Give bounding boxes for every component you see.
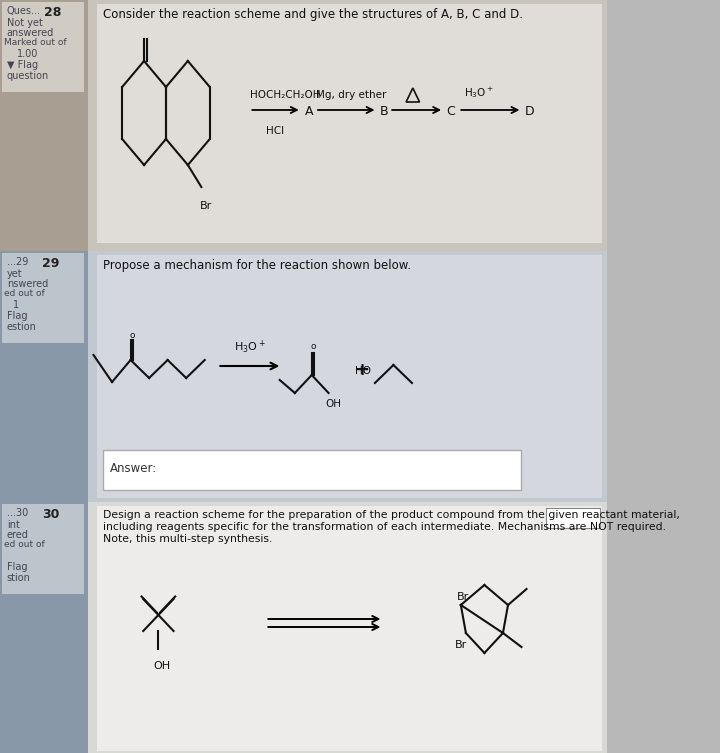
Bar (1, 253, 84, 343)
Text: Flag: Flag (6, 311, 27, 321)
Text: ered: ered (6, 530, 29, 540)
Text: Note, this multi-step synthesis.: Note, this multi-step synthesis. (103, 534, 272, 544)
Bar (103, 450, 521, 490)
Text: 30: 30 (42, 508, 60, 521)
Text: answered: answered (6, 28, 54, 38)
Text: OH: OH (153, 661, 171, 671)
Text: $\mathregular{H_3O^+}$: $\mathregular{H_3O^+}$ (234, 339, 266, 356)
Text: Consider the reaction scheme and give the structures of A, B, C and D.: Consider the reaction scheme and give th… (103, 8, 523, 21)
Text: HCl: HCl (266, 126, 284, 136)
Text: Design a reaction scheme for the preparation of the product compound from the gi: Design a reaction scheme for the prepara… (103, 510, 680, 520)
Text: 1.00: 1.00 (17, 49, 38, 59)
Text: $\mathregular{H_3O^+}$: $\mathregular{H_3O^+}$ (464, 85, 494, 100)
Text: estion: estion (6, 322, 37, 332)
Text: Propose a mechanism for the reaction shown below.: Propose a mechanism for the reaction sho… (103, 259, 411, 272)
Bar (546, 508, 600, 528)
Text: HO: HO (355, 366, 371, 376)
Text: D: D (525, 105, 534, 118)
Bar (89, 251, 606, 502)
Text: Br: Br (457, 592, 469, 602)
Text: HOCH₂CH₂OH: HOCH₂CH₂OH (251, 90, 320, 100)
Text: stion: stion (6, 573, 31, 583)
Text: ...29: ...29 (6, 257, 28, 267)
Bar (89, 502, 606, 753)
Text: question: question (6, 71, 49, 81)
Bar (1, 2, 84, 92)
Text: Not yet: Not yet (6, 18, 42, 28)
Text: 29: 29 (42, 257, 60, 270)
Bar (97, 255, 601, 498)
Text: ed out of: ed out of (4, 289, 45, 298)
Text: o: o (130, 331, 135, 340)
Text: including reagents specific for the transformation of each intermediate. Mechani: including reagents specific for the tran… (103, 522, 666, 532)
Text: A: A (305, 105, 313, 118)
Text: Marked out of: Marked out of (4, 38, 67, 47)
Text: Br: Br (455, 640, 467, 650)
Text: ed out of: ed out of (4, 540, 45, 549)
Bar (97, 4, 601, 243)
Bar (97, 506, 601, 751)
Text: 1: 1 (13, 300, 19, 310)
Bar (0, 0, 89, 251)
Text: o: o (311, 342, 316, 351)
Text: Flag: Flag (6, 562, 27, 572)
Text: ...30: ...30 (6, 508, 28, 518)
Text: Mg, dry ether: Mg, dry ether (316, 90, 387, 100)
Text: 28: 28 (44, 6, 61, 19)
Bar (546, 508, 600, 528)
Text: yet: yet (6, 269, 22, 279)
Text: OH: OH (325, 399, 341, 409)
Bar (0, 502, 89, 753)
Text: C: C (446, 105, 455, 118)
Text: int: int (6, 520, 19, 530)
Bar (103, 450, 521, 490)
Bar (89, 0, 606, 251)
Text: Answer:: Answer: (109, 462, 157, 475)
Text: B: B (380, 105, 389, 118)
Bar (1, 504, 84, 594)
Text: Br: Br (199, 201, 212, 211)
Text: Ques...: Ques... (6, 6, 41, 16)
Text: +: + (354, 361, 369, 379)
Text: nswered: nswered (6, 279, 48, 289)
Bar (0, 251, 89, 502)
Text: ▼ Flag: ▼ Flag (6, 60, 38, 70)
